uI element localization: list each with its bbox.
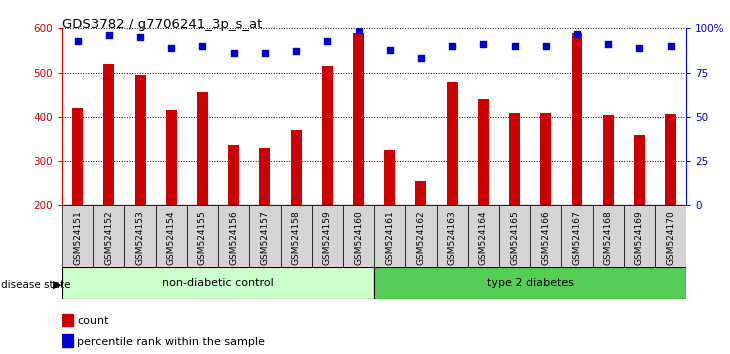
Bar [218, 205, 250, 267]
Text: GSM524167: GSM524167 [572, 210, 582, 265]
Bar [499, 205, 530, 267]
Point [196, 43, 208, 49]
Point [540, 43, 552, 49]
Bar [62, 205, 93, 267]
Text: non-diabetic control: non-diabetic control [162, 278, 274, 288]
Text: count: count [77, 316, 109, 326]
Text: GSM524160: GSM524160 [354, 210, 363, 265]
Text: percentile rank within the sample: percentile rank within the sample [77, 337, 265, 347]
Point [602, 41, 614, 47]
Point [477, 41, 489, 47]
Text: ▶: ▶ [53, 280, 62, 290]
Bar [343, 205, 374, 267]
Text: GSM524156: GSM524156 [229, 210, 238, 265]
Bar [249, 205, 280, 267]
Point [571, 31, 583, 36]
Text: GSM524155: GSM524155 [198, 210, 207, 265]
Text: disease state: disease state [1, 280, 70, 290]
Bar [572, 33, 583, 205]
Point [446, 43, 458, 49]
Bar [509, 113, 520, 205]
Text: GSM524161: GSM524161 [385, 210, 394, 265]
Bar [603, 115, 614, 205]
Bar [280, 205, 312, 267]
Bar [665, 114, 676, 205]
Text: GSM524151: GSM524151 [73, 210, 82, 265]
Bar [62, 267, 374, 299]
Bar [322, 66, 333, 205]
Bar [405, 205, 437, 267]
Text: GSM524157: GSM524157 [261, 210, 269, 265]
Bar [259, 148, 270, 205]
Bar [197, 92, 208, 205]
Bar [155, 205, 187, 267]
Bar [655, 205, 686, 267]
Point [415, 56, 427, 61]
Point [72, 38, 83, 44]
Point [291, 48, 302, 54]
Bar [593, 205, 624, 267]
Point [321, 38, 333, 44]
Bar [415, 181, 426, 205]
Point [134, 34, 146, 40]
Bar [447, 82, 458, 205]
Text: GSM524153: GSM524153 [136, 210, 145, 265]
Text: GSM524154: GSM524154 [166, 210, 176, 265]
Bar [124, 205, 155, 267]
Point [103, 33, 115, 38]
Point [509, 43, 520, 49]
Text: GSM524169: GSM524169 [635, 210, 644, 265]
Bar [228, 145, 239, 205]
Bar [72, 108, 83, 205]
Bar [561, 205, 593, 267]
Bar [353, 33, 364, 205]
Bar [291, 130, 301, 205]
Bar [437, 205, 468, 267]
Bar [374, 205, 405, 267]
Point [384, 47, 396, 52]
Bar [134, 75, 145, 205]
Bar [312, 205, 343, 267]
Bar [478, 99, 489, 205]
Bar [104, 64, 115, 205]
Text: GSM524170: GSM524170 [666, 210, 675, 265]
Bar [62, 314, 73, 326]
Text: GSM524165: GSM524165 [510, 210, 519, 265]
Text: type 2 diabetes: type 2 diabetes [487, 278, 574, 288]
Bar [93, 205, 124, 267]
Text: GSM524162: GSM524162 [416, 210, 426, 265]
Bar [634, 135, 645, 205]
Point [353, 27, 364, 33]
Bar [468, 205, 499, 267]
Point [228, 50, 239, 56]
Point [166, 45, 177, 51]
Bar [187, 205, 218, 267]
Text: GSM524164: GSM524164 [479, 210, 488, 265]
Bar [166, 110, 177, 205]
Bar [374, 267, 686, 299]
Bar [62, 334, 73, 347]
Point [665, 43, 677, 49]
Text: GSM524152: GSM524152 [104, 210, 113, 265]
Text: GSM524168: GSM524168 [604, 210, 612, 265]
Bar [624, 205, 655, 267]
Text: GSM524158: GSM524158 [291, 210, 301, 265]
Point [634, 45, 645, 51]
Text: GSM524159: GSM524159 [323, 210, 332, 265]
Text: GDS3782 / g7706241_3p_s_at: GDS3782 / g7706241_3p_s_at [62, 18, 262, 31]
Point [259, 50, 271, 56]
Text: GSM524166: GSM524166 [541, 210, 550, 265]
Bar [530, 205, 561, 267]
Bar [540, 113, 551, 205]
Bar [384, 150, 395, 205]
Text: GSM524163: GSM524163 [447, 210, 457, 265]
